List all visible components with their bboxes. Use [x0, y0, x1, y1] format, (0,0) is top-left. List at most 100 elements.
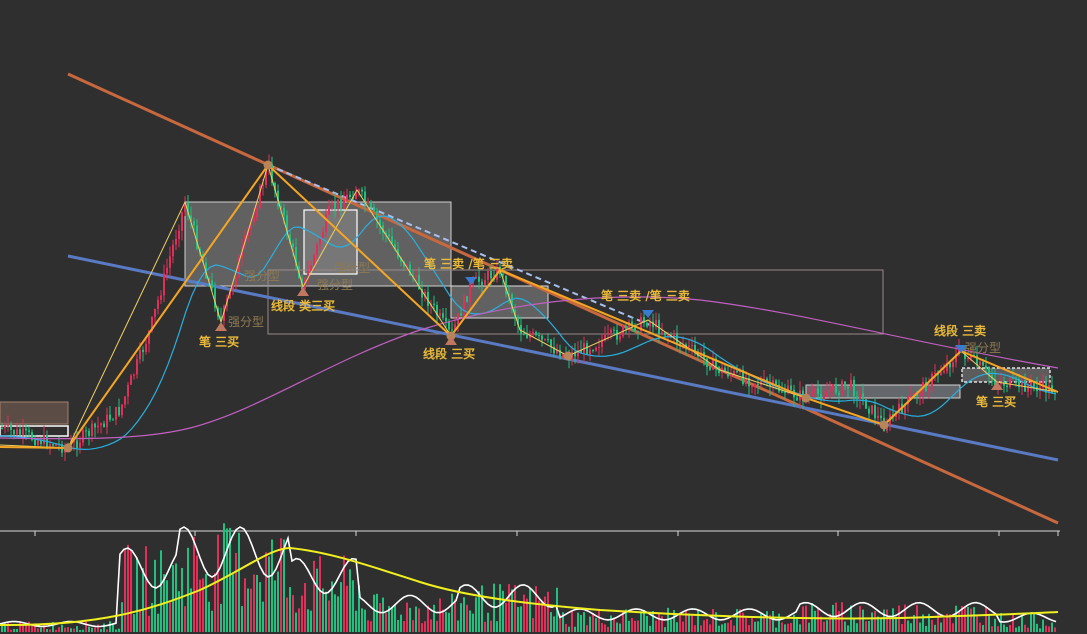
- volume-bar: [136, 557, 138, 632]
- candle-body: [88, 430, 90, 436]
- candle-body: [454, 324, 456, 330]
- volume-bar: [337, 596, 339, 632]
- volume-bar: [109, 621, 111, 632]
- pivot-box: [303, 209, 358, 275]
- volume-bar: [4, 623, 6, 632]
- candle-body: [91, 423, 93, 436]
- annotation-label: 线段 三买: [423, 346, 475, 361]
- volume-ma-yellow-line: [0, 546, 1059, 627]
- candle-body: [16, 429, 18, 435]
- volume-bar: [76, 626, 78, 632]
- candle-body: [934, 372, 936, 374]
- candle-body: [694, 344, 696, 352]
- volume-bar: [697, 610, 699, 632]
- candle-body: [523, 334, 525, 336]
- candle-body: [637, 331, 639, 333]
- candle-body: [730, 374, 732, 377]
- candle-body: [715, 358, 717, 367]
- candle-body: [550, 339, 552, 347]
- candle-body: [424, 291, 426, 298]
- candle-body: [1024, 380, 1026, 392]
- volume-bar: [130, 550, 132, 632]
- volume-bar: [82, 629, 84, 632]
- candle-body: [55, 443, 57, 446]
- candle-body: [667, 335, 669, 337]
- annotation-label: 笔 三卖 /笔 三卖: [424, 256, 513, 271]
- volume-bar: [799, 624, 801, 632]
- volume-bar: [748, 625, 750, 632]
- volume-bar: [715, 612, 717, 632]
- volume-bar: [997, 626, 999, 632]
- volume-bar: [766, 611, 768, 632]
- candle-body: [556, 350, 558, 354]
- volume-bar: [787, 623, 789, 632]
- volume-bar: [484, 621, 486, 632]
- volume-bar: [139, 610, 141, 632]
- candle-body: [286, 215, 288, 235]
- volume-bar: [502, 590, 504, 632]
- volume-bar: [631, 618, 633, 632]
- candle-body: [631, 321, 633, 326]
- volume-bar: [382, 597, 384, 632]
- pivot-box: [267, 269, 884, 335]
- ma-short-line: [0, 215, 1057, 451]
- candle-body: [580, 350, 582, 354]
- candle-body: [112, 419, 114, 421]
- volume-bar: [148, 615, 150, 632]
- volume-bar: [289, 587, 291, 632]
- volume-bar: [721, 624, 723, 632]
- candle-body: [13, 429, 15, 435]
- candle-body: [331, 202, 333, 206]
- candle-body: [238, 257, 240, 278]
- candle-body: [832, 384, 834, 391]
- candle-body: [910, 395, 912, 397]
- volume-bar: [685, 610, 687, 632]
- volume-bar: [742, 612, 744, 632]
- candle-body: [952, 362, 954, 368]
- volume-bar: [259, 582, 261, 632]
- annotation-label: 笔 三买: [199, 334, 239, 349]
- candle-body: [31, 432, 33, 440]
- candle-body: [1, 428, 3, 429]
- candle-body: [601, 340, 603, 347]
- pivot-box: [0, 425, 69, 437]
- candle-body: [859, 393, 861, 399]
- sell-marker: [642, 310, 654, 318]
- candle-body: [511, 294, 513, 310]
- volume-bar: [328, 600, 330, 632]
- volume-bar: [994, 618, 996, 632]
- candle-body: [163, 273, 165, 296]
- candle-body: [988, 368, 990, 376]
- volume-bar: [724, 623, 726, 632]
- candle-body: [1003, 382, 1005, 386]
- volume-bar: [538, 600, 540, 632]
- candle-body: [190, 215, 192, 222]
- volume-bar: [70, 628, 72, 632]
- pivot-dot: [563, 351, 573, 361]
- volume-bar: [31, 625, 33, 632]
- candle-body: [691, 344, 693, 346]
- volume-bar: [1054, 627, 1056, 632]
- candle-body: [43, 435, 45, 444]
- candle-body: [370, 201, 372, 207]
- candle-body: [259, 185, 261, 208]
- volume-bar: [205, 573, 207, 632]
- volume-bar: [961, 606, 963, 632]
- candle-body: [157, 299, 159, 309]
- volume-bar: [403, 621, 405, 632]
- volume-bar: [892, 608, 894, 632]
- volume-bar: [658, 613, 660, 632]
- volume-bar: [544, 596, 546, 632]
- volume-bar: [643, 610, 645, 632]
- candle-body: [958, 347, 960, 354]
- candle-body: [541, 335, 543, 340]
- volume-bar: [271, 539, 273, 632]
- candle-body: [874, 405, 876, 419]
- candle-body: [220, 316, 222, 321]
- volume-bar: [55, 629, 57, 632]
- volume-bar: [655, 620, 657, 632]
- volume-bar: [517, 606, 519, 632]
- candle-body: [433, 303, 435, 305]
- candle-body: [610, 329, 612, 333]
